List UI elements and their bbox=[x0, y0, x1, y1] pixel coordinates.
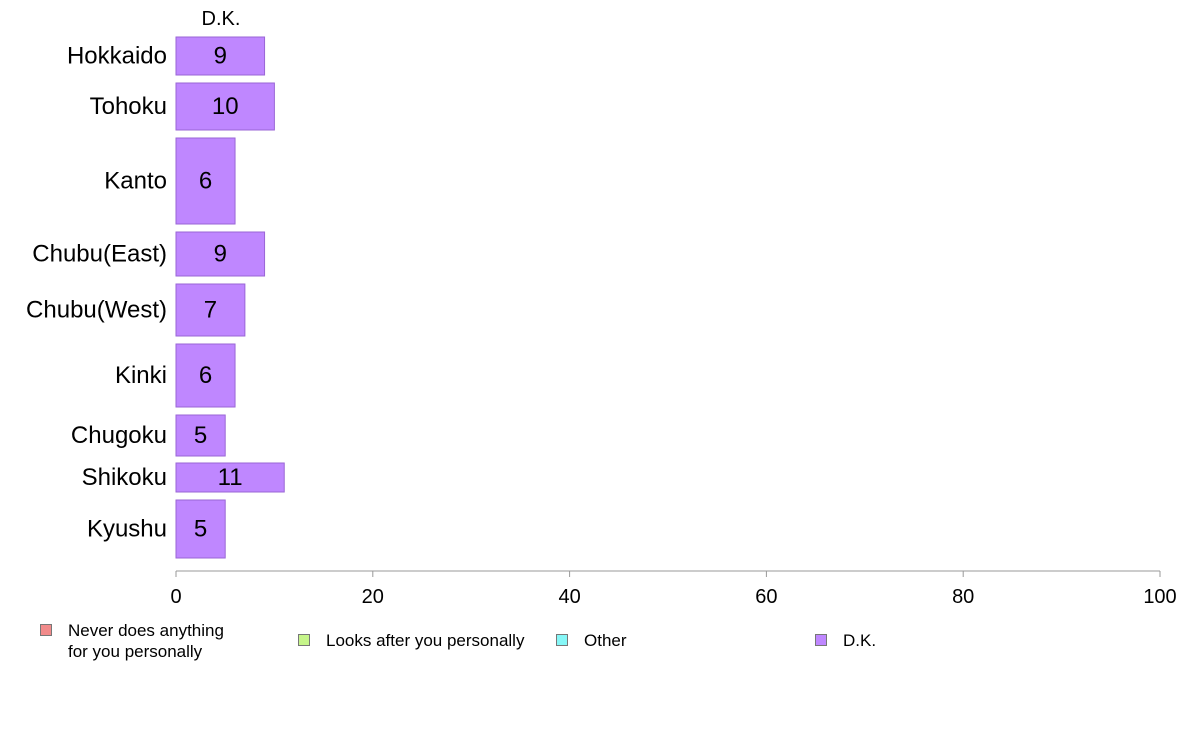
bar-kinki bbox=[175, 343, 236, 408]
bar-chugoku bbox=[175, 414, 226, 457]
data-label-shikoku: 11 bbox=[218, 464, 243, 491]
legend-label-dk: D.K. bbox=[843, 631, 877, 650]
category-label-tohoku: Tohoku bbox=[90, 93, 167, 120]
category-label-kinki: Kinki bbox=[115, 362, 167, 389]
bar-kanto bbox=[175, 137, 236, 225]
data-label-kinki: 6 bbox=[199, 362, 212, 389]
legend-swatch-looks-after bbox=[298, 634, 310, 646]
x-ticks-group: 0 20 40 60 80 100 bbox=[170, 571, 1177, 608]
legend-label-looks-after: Looks after you personally bbox=[326, 631, 525, 650]
data-label-chubu-west: 7 bbox=[204, 297, 217, 324]
x-tick-label-40: 40 bbox=[558, 586, 580, 608]
legend-label-other: Other bbox=[584, 631, 627, 650]
category-label-hokkaido: Hokkaido bbox=[67, 43, 167, 70]
bar-chubu-west bbox=[175, 283, 246, 337]
data-label-tohoku: 10 bbox=[212, 93, 239, 120]
bar-hokkaido bbox=[175, 36, 266, 76]
category-label-kanto: Kanto bbox=[104, 168, 167, 195]
data-label-chugoku: 5 bbox=[194, 422, 207, 449]
bar-tohoku bbox=[175, 82, 275, 131]
legend-item-looks-after: Looks after you personally bbox=[298, 630, 524, 651]
x-tick-label-60: 60 bbox=[755, 586, 777, 608]
bars-group: Hokkaido 9 Tohoku 10 Kanto 6 Chubu(East) 9 Chubu… bbox=[26, 36, 285, 559]
x-tick-label-100: 100 bbox=[1143, 586, 1176, 608]
x-tick-label-80: 80 bbox=[952, 586, 974, 608]
bar-shikoku bbox=[175, 462, 285, 493]
data-label-chubu-east: 9 bbox=[214, 241, 227, 268]
x-tick-label-20: 20 bbox=[362, 586, 384, 608]
legend-label-never: Never does anything for you personally bbox=[68, 621, 224, 661]
legend-item-other: Other bbox=[556, 630, 627, 651]
legend-item-never: Never does anything for you personally bbox=[40, 620, 224, 662]
category-label-chubu-west: Chubu(West) bbox=[26, 297, 167, 324]
legend-item-dk: D.K. bbox=[815, 630, 876, 651]
bar-chubu-east bbox=[175, 231, 266, 277]
legend-swatch-never bbox=[40, 624, 52, 636]
category-label-chubu-east: Chubu(East) bbox=[32, 241, 167, 268]
x-tick-label-0: 0 bbox=[170, 586, 181, 608]
legend-swatch-other bbox=[556, 634, 568, 646]
category-label-shikoku: Shikoku bbox=[82, 464, 167, 491]
data-label-kyushu: 5 bbox=[194, 516, 207, 543]
chart-title: D.K. bbox=[202, 8, 241, 30]
data-label-kanto: 6 bbox=[199, 168, 212, 195]
legend-swatch-dk bbox=[815, 634, 827, 646]
bar-chart: D.K. Hokkaido 9 Tohoku 10 Kanto 6 Chubu(East) 9… bbox=[26, 8, 1177, 608]
category-label-chugoku: Chugoku bbox=[71, 422, 167, 449]
category-label-kyushu: Kyushu bbox=[87, 516, 167, 543]
bar-kyushu bbox=[175, 499, 226, 559]
data-label-hokkaido: 9 bbox=[214, 43, 227, 70]
